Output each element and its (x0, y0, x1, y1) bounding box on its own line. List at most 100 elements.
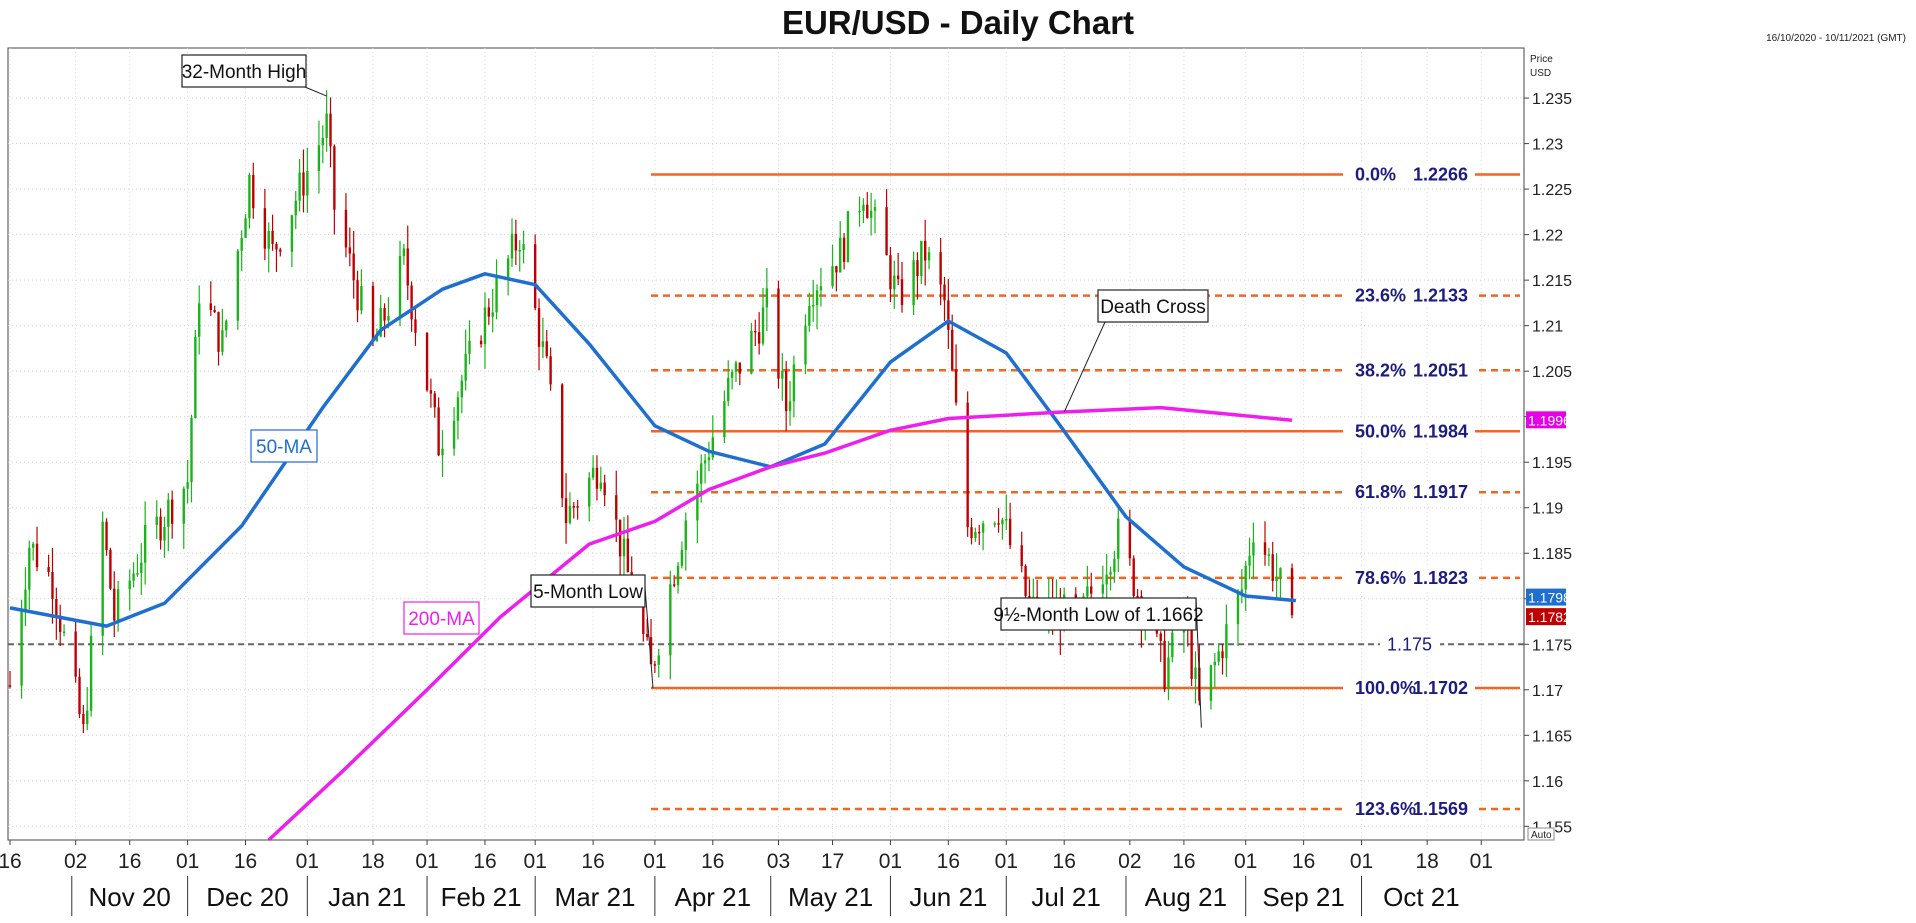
candle-body (765, 288, 769, 308)
candle-body (541, 341, 545, 347)
y-tick-label: 1.16 (1532, 774, 1563, 791)
low5-annotation-box (530, 574, 646, 608)
x-day-label: 16 (1172, 850, 1195, 873)
candle-body (333, 146, 336, 210)
candle-body (777, 288, 780, 379)
x-day-label: 01 (1470, 850, 1493, 873)
x-day-label: 16 (118, 850, 141, 873)
candle-body (383, 307, 386, 321)
x-month-label: May 21 (788, 882, 873, 912)
candle-body (136, 573, 139, 575)
candle-body (835, 266, 838, 273)
support-label-bg (1380, 633, 1440, 656)
x-day-label: 16 (473, 850, 496, 873)
candle-body (916, 260, 919, 277)
candle-body (140, 562, 143, 574)
candle-body (1008, 518, 1012, 546)
candle-body (240, 237, 243, 251)
candle-body (271, 230, 274, 244)
ma50-annotation-label: 50-MA (256, 437, 312, 458)
candle-body (645, 634, 649, 638)
candle-body (626, 538, 630, 573)
candle-body (1217, 651, 1220, 662)
candle-body (1236, 592, 1240, 625)
candle-body (356, 280, 359, 311)
candle-body (730, 371, 734, 378)
x-month-label: Aug 21 (1145, 882, 1227, 912)
x-day-label: 03 (767, 850, 790, 873)
high-annotation-box (181, 54, 307, 88)
candle-body (28, 547, 31, 590)
candle-body (402, 248, 406, 257)
fib-level-label: 78.6% (1355, 568, 1406, 588)
candle-body (1132, 558, 1135, 596)
fib-level-label: 0.0% (1355, 165, 1396, 185)
candle-body (603, 482, 606, 496)
candle-body (723, 401, 726, 438)
x-day-label: 01 (995, 850, 1018, 873)
candle-body (653, 664, 657, 666)
x-day-label: 17 (821, 850, 844, 873)
candle-body (1271, 554, 1274, 582)
candle-body (275, 243, 278, 250)
candle-body (1167, 657, 1170, 690)
candle-body (456, 397, 460, 421)
candle-body (360, 285, 363, 311)
high-pointer (304, 86, 327, 97)
candle-body (225, 320, 228, 331)
candle-body (622, 538, 626, 557)
candle-body (885, 207, 888, 256)
x-day-label: 16 (234, 850, 257, 873)
y-tick-label: 1.185 (1532, 546, 1572, 563)
low9-annotation-box (1000, 597, 1197, 631)
candle-body (452, 420, 456, 449)
fib-label-bg (1343, 359, 1475, 382)
candle-body (170, 499, 174, 524)
candle-body (143, 524, 147, 563)
y-tick-label: 1.19 (1532, 501, 1563, 518)
x-day-label: 16 (1053, 850, 1076, 873)
candle-body (819, 286, 823, 291)
candle-body (927, 252, 931, 261)
candle-body (839, 237, 842, 273)
candle-body (410, 285, 413, 320)
candle-body (1171, 632, 1174, 658)
support-label: 1.175 (1387, 634, 1432, 654)
candle-body (997, 523, 1000, 525)
x-month-label: Sep 21 (1262, 882, 1344, 912)
candle-body (82, 714, 85, 725)
x-month-label: Apr 21 (674, 882, 751, 912)
fib-level-label: 123.6% (1355, 799, 1416, 819)
fib-label-bg (1343, 481, 1475, 504)
candle-body (920, 240, 923, 277)
candle-body (221, 330, 224, 352)
x-month-label: Nov 20 (89, 882, 171, 912)
candle-body (55, 598, 58, 616)
candle-body (873, 207, 877, 211)
candle-body (684, 520, 687, 550)
candle-body (1225, 624, 1228, 659)
candle-body (329, 113, 332, 147)
x-day-label: 01 (1234, 850, 1257, 873)
candle-body (1279, 568, 1282, 578)
candle-body (618, 519, 622, 557)
candle-body (951, 329, 954, 370)
candle-body (217, 312, 220, 352)
x-month-label: Jul 21 (1031, 882, 1100, 912)
candle-body (1194, 667, 1197, 679)
candle-body (460, 380, 463, 398)
candle-body (1267, 554, 1271, 556)
candle-body (302, 172, 305, 196)
candle-body (750, 331, 753, 374)
fib-label-bg (1343, 420, 1475, 443)
candle-body (533, 244, 537, 309)
x-day-label: 01 (643, 850, 666, 873)
low9-pointer (1195, 597, 1202, 728)
auto-label: Auto (1531, 830, 1552, 841)
candle-body (738, 362, 742, 374)
candle-body (781, 370, 784, 379)
candle-body (672, 584, 676, 586)
candle-body (561, 384, 564, 499)
candle-body (267, 230, 270, 249)
candle-body (1109, 571, 1112, 575)
